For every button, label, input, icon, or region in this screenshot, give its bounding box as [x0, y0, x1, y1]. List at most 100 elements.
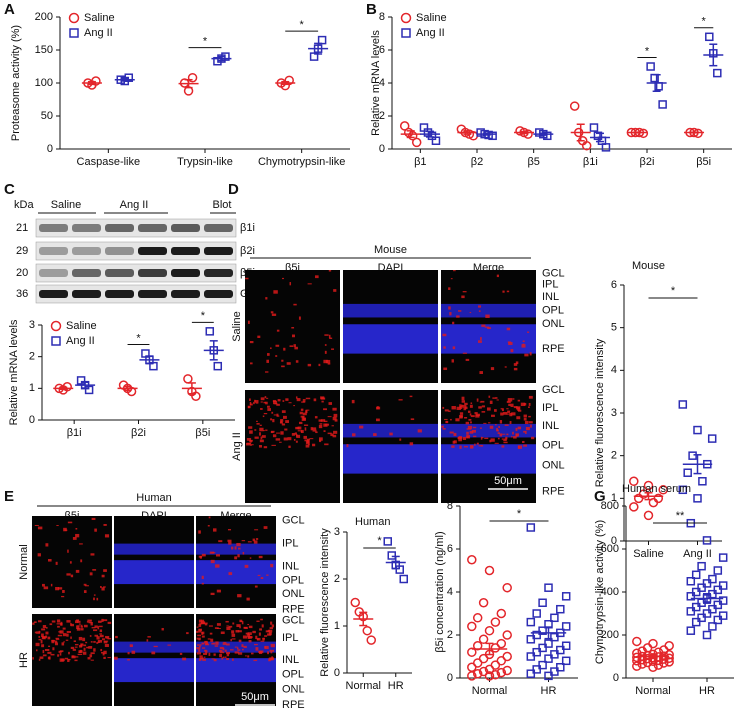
- red-signal: [265, 630, 269, 633]
- red-signal: [55, 561, 58, 565]
- red-signal: [219, 651, 225, 654]
- red-signal: [37, 553, 41, 557]
- scale-label: 50μm: [494, 475, 522, 487]
- data-point: [589, 123, 599, 132]
- red-signal: [64, 529, 68, 531]
- red-signal: [47, 559, 52, 562]
- red-signal: [51, 620, 56, 623]
- x-tick-label: Trypsin-like: [177, 156, 233, 168]
- x-tick-label: HR: [388, 680, 404, 692]
- image-row-label: Saline: [231, 311, 243, 342]
- micrograph: [32, 614, 112, 706]
- red-signal: [62, 633, 67, 637]
- data-point: [544, 654, 553, 663]
- red-signal: [227, 539, 232, 542]
- red-signal: [83, 583, 87, 586]
- data-point: [659, 654, 669, 664]
- red-signal: [246, 437, 252, 441]
- blot-band: [39, 290, 68, 298]
- red-signal: [74, 656, 79, 658]
- red-signal: [198, 628, 203, 631]
- red-signal: [297, 426, 302, 430]
- red-signal: [147, 636, 151, 638]
- data-point: [544, 583, 553, 592]
- significance-label: *: [377, 535, 382, 547]
- red-signal: [281, 423, 286, 426]
- red-signal: [76, 627, 81, 631]
- red-signal: [479, 427, 482, 429]
- red-signal: [196, 637, 201, 640]
- red-signal: [236, 542, 241, 547]
- red-signal: [474, 443, 476, 446]
- red-signal: [231, 630, 235, 634]
- red-signal: [318, 425, 323, 429]
- red-signal: [239, 626, 241, 629]
- red-signal: [38, 620, 42, 623]
- data-point: [502, 582, 512, 593]
- red-signal: [64, 657, 69, 660]
- red-signal: [529, 352, 532, 356]
- red-signal: [515, 361, 519, 365]
- red-signal: [506, 400, 511, 403]
- red-signal: [474, 412, 478, 415]
- red-signal: [255, 635, 258, 640]
- red-signal: [520, 402, 526, 407]
- data-point: [538, 626, 547, 635]
- red-signal: [82, 637, 86, 642]
- red-signal: [259, 628, 262, 631]
- red-signal: [75, 533, 80, 538]
- red-signal: [225, 620, 229, 623]
- red-signal: [302, 412, 307, 416]
- red-signal: [236, 647, 239, 650]
- y-tick-label: 600: [601, 543, 619, 555]
- red-signal: [50, 583, 53, 587]
- red-signal: [446, 420, 448, 423]
- red-signal: [42, 654, 47, 657]
- layer-label: ONL: [282, 588, 305, 600]
- red-signal: [101, 574, 105, 578]
- red-signal: [253, 659, 258, 662]
- red-signal: [443, 346, 446, 349]
- red-signal: [464, 416, 468, 419]
- x-tick-label: Normal: [635, 685, 670, 697]
- red-signal: [55, 638, 60, 640]
- data-point: [713, 585, 723, 595]
- x-tick-label: β1i: [67, 427, 82, 439]
- red-signal: [199, 645, 201, 648]
- red-signal: [272, 419, 275, 423]
- data-point: [664, 641, 674, 651]
- red-signal: [44, 649, 50, 651]
- red-signal: [90, 553, 95, 556]
- red-signal: [199, 655, 203, 658]
- red-signal: [242, 635, 248, 639]
- micrograph: [32, 516, 112, 608]
- red-signal: [98, 625, 103, 628]
- red-signal: [199, 657, 204, 660]
- red-signal: [296, 434, 301, 438]
- red-signal: [235, 630, 240, 633]
- red-signal: [240, 620, 243, 623]
- red-signal: [97, 626, 100, 630]
- data-point: [532, 647, 541, 657]
- significance-label: **: [676, 510, 685, 522]
- red-signal: [490, 438, 495, 442]
- red-signal: [523, 417, 527, 421]
- red-signal: [271, 411, 274, 414]
- red-signal: [489, 439, 492, 443]
- red-signal: [204, 622, 208, 624]
- red-signal: [504, 366, 507, 368]
- red-signal: [41, 583, 45, 587]
- red-signal: [528, 415, 531, 418]
- data-point: [688, 451, 697, 460]
- data-point: [708, 574, 717, 584]
- red-signal: [448, 410, 451, 412]
- significance-label: *: [300, 19, 305, 31]
- data-point: [561, 592, 571, 601]
- red-signal: [202, 658, 207, 661]
- data-point: [544, 671, 553, 681]
- red-signal: [81, 626, 83, 628]
- red-signal: [493, 409, 497, 412]
- red-signal: [451, 445, 455, 448]
- red-signal: [505, 436, 508, 440]
- layer-label: GCL: [542, 267, 565, 279]
